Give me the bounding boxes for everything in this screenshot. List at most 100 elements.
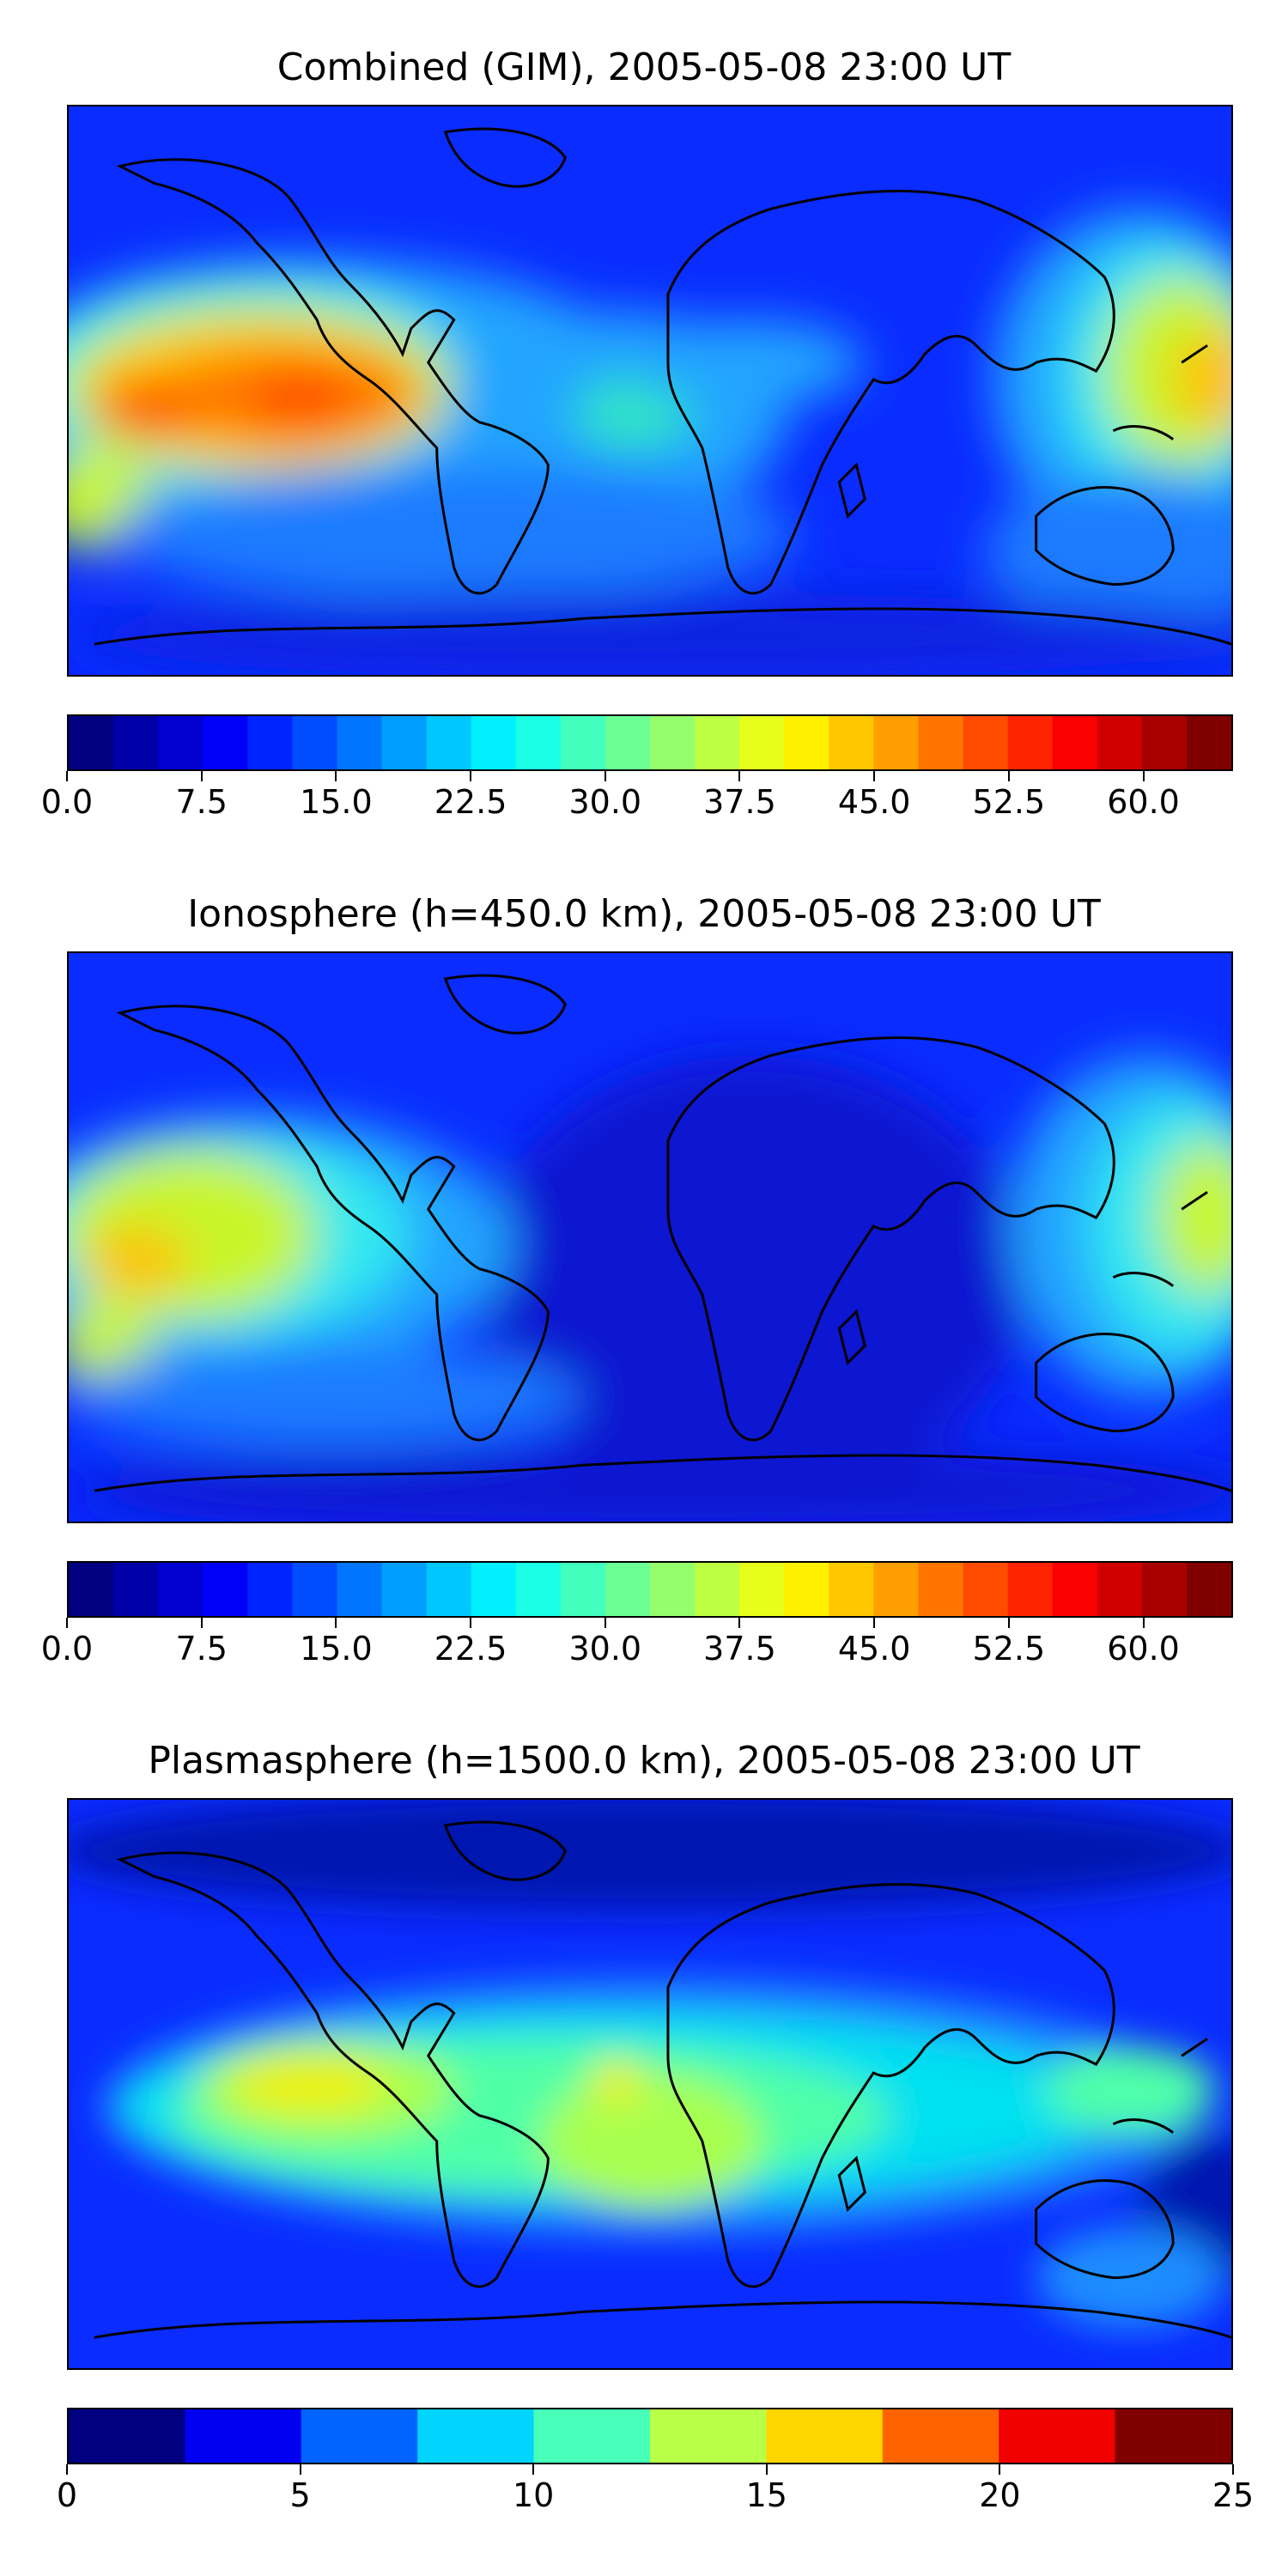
colorbar-ticks: 0.0 7.5 15.0 22.5 30.0 37.5 45.0 52.5 60.0 — [41, 1618, 1233, 1669]
map-title: Ionosphere (h=450.0 km), 2005-05-08 23:0… — [187, 892, 1101, 936]
colorbar-swatch — [963, 1563, 1009, 1616]
colorbar-swatch — [533, 2409, 651, 2463]
colorbar-swatch — [301, 2409, 418, 2463]
colorbar-tick-label: 52.5 — [972, 783, 1046, 821]
map-title: Plasmasphere (h=1500.0 km), 2005-05-08 2… — [148, 1739, 1140, 1783]
colorbar-tick — [604, 771, 606, 781]
colorbar-tick — [1142, 771, 1145, 781]
colorbar-swatch — [381, 716, 428, 769]
colorbar-ticks: 0 5 10 15 20 25 — [57, 2464, 1254, 2516]
colorbar-swatch — [695, 716, 740, 769]
colorbar-tick-label: 30.0 — [568, 1630, 642, 1668]
colorbar-tick — [738, 1618, 741, 1628]
colorbar-swatch — [829, 716, 874, 769]
colorbar-swatch — [426, 1563, 472, 1616]
tec-map-combined — [67, 105, 1233, 677]
colorbar-swatch — [203, 716, 248, 769]
colorbar-tick — [999, 2464, 1001, 2475]
colorbar-swatch — [873, 1563, 920, 1616]
coastlines — [94, 127, 1231, 646]
colorbar-swatch — [605, 1563, 651, 1616]
colorbar-tick — [335, 771, 337, 781]
colorbar-swatch — [1186, 716, 1231, 769]
coastlines — [94, 1820, 1231, 2339]
colorbar-swatch — [381, 1563, 428, 1616]
colorbar-swatches — [69, 1563, 1231, 1616]
colorbar-tick-label: 37.5 — [703, 783, 776, 821]
colorbar-tick-label: 22.5 — [434, 1630, 507, 1668]
colorbar-swatch — [918, 1563, 964, 1616]
tec-map-ionosphere — [67, 951, 1233, 1523]
colorbar-swatch — [766, 2409, 884, 2463]
colorbar-tick-label: 25 — [1212, 2476, 1255, 2514]
colorbar-swatch — [963, 716, 1009, 769]
colorbar-swatch — [1141, 716, 1188, 769]
colorbar-tick — [335, 1618, 337, 1628]
colorbar-tick — [299, 2464, 301, 2475]
colorbar-swatch — [1052, 716, 1098, 769]
colorbar-tick-label: 7.5 — [175, 783, 228, 821]
colorbar — [67, 2408, 1233, 2464]
colorbar-swatch — [292, 716, 338, 769]
colorbar-swatch — [69, 1563, 114, 1616]
colorbar-tick-label: 0.0 — [40, 1630, 94, 1668]
colorbar — [67, 1561, 1233, 1618]
colorbar-swatch — [650, 1563, 696, 1616]
colorbar-tick — [470, 1618, 472, 1628]
colorbar-tick — [738, 771, 741, 781]
colorbar-swatch — [337, 716, 383, 769]
tec-contours — [69, 1800, 1231, 2330]
map-title: Combined (GIM), 2005-05-08 23:00 UT — [276, 46, 1012, 89]
colorbar-tick-label: 0.0 — [40, 783, 94, 821]
colorbar-swatch — [739, 716, 785, 769]
colorbar-ticks: 0.0 7.5 15.0 22.5 30.0 37.5 45.0 52.5 60.0 — [41, 771, 1233, 823]
colorbar-swatch — [417, 2409, 535, 2463]
colorbar-swatch — [650, 716, 696, 769]
colorbar-swatch — [1141, 1563, 1188, 1616]
colorbar — [67, 714, 1233, 771]
colorbar-tick-label: 30.0 — [568, 783, 642, 821]
colorbar-tick — [765, 2464, 768, 2475]
colorbar-swatch — [1097, 716, 1143, 769]
colorbar-swatch — [471, 716, 517, 769]
colorbar-tick-label: 60.0 — [1107, 1630, 1180, 1668]
colorbar-tick — [1232, 2464, 1234, 2475]
colorbar-swatch — [999, 2409, 1116, 2463]
colorbar-swatch — [247, 716, 293, 769]
colorbar-swatch — [69, 2409, 185, 2463]
colorbar-tick — [66, 771, 68, 781]
colorbar-swatch — [695, 1563, 740, 1616]
colorbar-swatch — [515, 716, 562, 769]
colorbar-tick-label: 20 — [979, 2476, 1021, 2514]
colorbar-swatch — [113, 1563, 159, 1616]
colorbar-swatch — [292, 1563, 338, 1616]
colorbar-swatch — [1007, 716, 1054, 769]
colorbar-swatch — [337, 1563, 383, 1616]
colorbar-swatch — [784, 716, 829, 769]
colorbar-tick-label: 45.0 — [837, 1630, 911, 1668]
colorbar-swatch — [113, 716, 159, 769]
colorbar-swatch — [829, 1563, 874, 1616]
colorbar-swatch — [1097, 1563, 1143, 1616]
colorbar-swatch — [918, 716, 964, 769]
colorbar-tick — [66, 1618, 68, 1628]
colorbar-tick-label: 5 — [289, 2476, 311, 2514]
colorbar-tick-label: 22.5 — [434, 783, 507, 821]
colorbar-swatches — [69, 716, 1231, 769]
colorbar-swatch — [158, 716, 204, 769]
colorbar-tick — [1007, 1618, 1010, 1628]
colorbar-tick-label: 15 — [745, 2476, 787, 2514]
colorbar-swatch — [1052, 1563, 1098, 1616]
colorbar-swatch — [605, 716, 651, 769]
colorbar-tick — [200, 771, 203, 781]
colorbar-swatch — [426, 716, 472, 769]
coastlines — [94, 974, 1231, 1492]
colorbar-tick — [1142, 1618, 1145, 1628]
colorbar-swatches — [69, 2409, 1231, 2463]
colorbar-swatch — [873, 716, 920, 769]
colorbar-tick-label: 0 — [56, 2476, 78, 2514]
colorbar-tick — [873, 771, 876, 781]
colorbar-swatch — [784, 1563, 829, 1616]
colorbar-tick — [200, 1618, 203, 1628]
colorbar-swatch — [650, 2409, 767, 2463]
